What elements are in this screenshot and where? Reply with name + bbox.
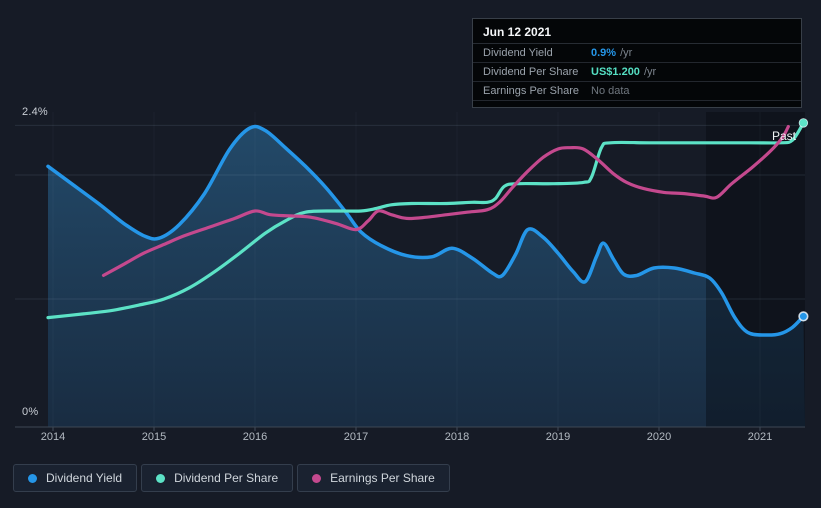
dividend-per-share-end-dot <box>798 118 809 128</box>
legend-label: Earnings Per Share <box>330 471 435 485</box>
x-axis-label-2014: 2014 <box>40 431 66 443</box>
legend-chip-earnings-per-share[interactable]: Earnings Per Share <box>297 464 450 492</box>
y-axis-label-min: 0% <box>22 406 39 418</box>
dividend-yield-area-fill <box>48 126 805 427</box>
legend-chip-dividend-yield[interactable]: Dividend Yield <box>13 464 138 492</box>
tooltip-row-earnings-per-share: Earnings Per Share No data <box>473 82 801 101</box>
dividend-yield-end-dot <box>798 311 809 322</box>
dividend-yield-line <box>46 124 806 337</box>
past-label: Past <box>772 129 797 143</box>
tooltip-value: No data <box>591 85 630 97</box>
past-year-highlight-band <box>706 112 805 427</box>
tooltip-date: Jun 12 2021 <box>473 19 801 44</box>
x-axis-label-2016: 2016 <box>242 431 268 443</box>
tooltip-value: 0.9%/yr <box>591 47 633 59</box>
x-axis-label-2021: 2021 <box>747 431 773 443</box>
x-axis-label-2015: 2015 <box>141 431 167 443</box>
earnings-per-share-line <box>101 125 790 277</box>
tooltip-label: Earnings Per Share <box>483 85 579 97</box>
dividend-per-share-dot-icon <box>156 473 166 483</box>
x-axis-label-2019: 2019 <box>545 431 571 443</box>
y-axis-label-max: 2.4% <box>22 106 48 118</box>
tooltip-label: Dividend Per Share <box>483 66 579 78</box>
earnings-per-share-dot-icon <box>312 473 322 483</box>
tooltip-label: Dividend Yield <box>483 47 553 59</box>
tooltip-row-dividend-yield: Dividend Yield 0.9%/yr <box>473 44 801 63</box>
x-axis-label-2020: 2020 <box>646 431 672 443</box>
x-axis-label-2017: 2017 <box>343 431 369 443</box>
dividend-yield-dot-icon <box>28 473 37 483</box>
tooltip-row-dividend-per-share: Dividend Per Share US$1.200/yr <box>473 63 801 82</box>
legend-label: Dividend Yield <box>46 471 123 485</box>
x-axis-label-2018: 2018 <box>444 431 470 443</box>
tooltip-value: US$1.200/yr <box>591 66 657 78</box>
dividend-per-share-line <box>46 121 805 320</box>
hover-tooltip: Jun 12 2021 Dividend Yield 0.9%/yr Divid… <box>472 18 802 108</box>
legend: Dividend Yield Dividend Per Share Earnin… <box>13 464 450 492</box>
legend-label: Dividend Per Share <box>174 471 279 485</box>
legend-chip-dividend-per-share[interactable]: Dividend Per Share <box>141 464 294 492</box>
